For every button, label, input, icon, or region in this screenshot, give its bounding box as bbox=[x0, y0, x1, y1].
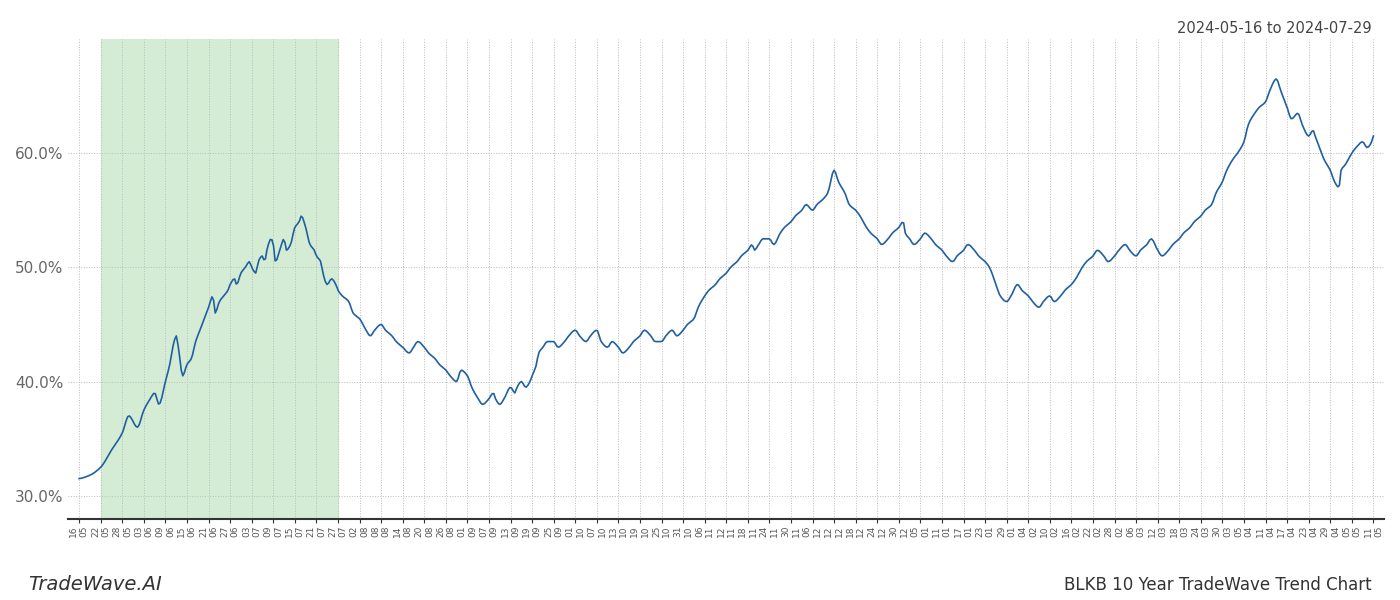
Text: TradeWave.AI: TradeWave.AI bbox=[28, 575, 162, 594]
Text: 2024-05-16 to 2024-07-29: 2024-05-16 to 2024-07-29 bbox=[1177, 21, 1372, 36]
Text: BLKB 10 Year TradeWave Trend Chart: BLKB 10 Year TradeWave Trend Chart bbox=[1064, 576, 1372, 594]
Bar bbox=[101, 39, 337, 518]
